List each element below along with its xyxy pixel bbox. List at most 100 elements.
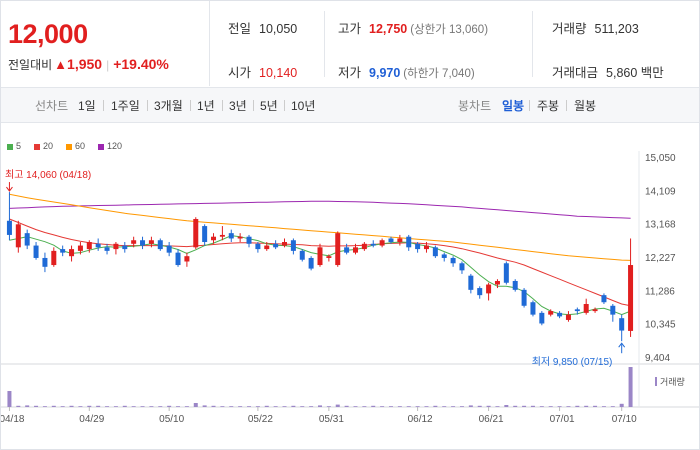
y-tick-label: 12,227 bbox=[645, 253, 676, 264]
legend-swatch bbox=[34, 143, 40, 150]
candle-body bbox=[628, 265, 634, 331]
volume-stat: 거래량 511,203 bbox=[552, 18, 639, 37]
volume-bar bbox=[486, 405, 491, 407]
candle-body bbox=[175, 252, 181, 266]
volume-bar bbox=[380, 406, 385, 407]
y-tick-label: 11,286 bbox=[645, 286, 675, 297]
volume-bar bbox=[539, 406, 544, 407]
amount-stat: 거래대금 5,860 백만 bbox=[552, 62, 664, 81]
volume-bar bbox=[255, 406, 260, 407]
high-annotation: 최고 14,060 (04/18) bbox=[5, 169, 91, 181]
chart-toolbar: 선차트 1일 1주일 3개월 1년 3년 5년 10년 봉차트 일봉 주봉 월봉 bbox=[1, 87, 699, 123]
candle-body bbox=[86, 242, 92, 250]
x-tick-label: 04/29 bbox=[79, 414, 104, 425]
candle-body bbox=[415, 243, 421, 250]
period-10y-tab[interactable]: 10년 bbox=[291, 99, 316, 113]
volume-bar bbox=[593, 405, 598, 407]
change-value: 1,950 bbox=[67, 56, 103, 72]
stat-value: 511,203 bbox=[594, 22, 639, 36]
candle-body bbox=[450, 257, 456, 264]
candle-body bbox=[459, 263, 465, 271]
volume-bar bbox=[530, 405, 535, 407]
candle-body bbox=[441, 254, 447, 258]
volume-bar bbox=[468, 405, 473, 407]
candle-daily-tab[interactable]: 일봉 bbox=[502, 99, 525, 113]
volume-bar bbox=[291, 405, 296, 407]
volume-bar bbox=[78, 406, 83, 407]
line-chart-label: 선차트 bbox=[35, 99, 69, 113]
legend-label: 5 bbox=[16, 141, 22, 151]
legend-label: 60 bbox=[75, 141, 86, 151]
candle-body bbox=[539, 312, 545, 324]
volume-bar bbox=[149, 406, 154, 407]
candle-body bbox=[557, 312, 563, 317]
divider bbox=[529, 100, 530, 111]
divider bbox=[103, 100, 104, 111]
volume-bar bbox=[459, 406, 464, 407]
volume-bar bbox=[353, 406, 358, 407]
period-1w-tab[interactable]: 1주일 bbox=[111, 99, 140, 113]
period-1y-tab[interactable]: 1년 bbox=[197, 99, 215, 113]
candle-body bbox=[202, 226, 208, 243]
low-annotation: 최저 9,850 (07/15) bbox=[532, 356, 613, 368]
stat-value: 12,750 bbox=[369, 22, 408, 36]
ma60-line bbox=[9, 193, 631, 261]
stat-label: 고가 bbox=[338, 22, 362, 36]
candle-body bbox=[326, 256, 332, 258]
period-1d-tab[interactable]: 1일 bbox=[78, 99, 96, 113]
candle-body bbox=[211, 236, 217, 241]
volume-bar bbox=[344, 405, 349, 407]
volume-bar bbox=[619, 403, 624, 407]
candle-body bbox=[565, 314, 571, 320]
divider bbox=[222, 100, 223, 111]
x-tick-label: 06/12 bbox=[408, 414, 433, 425]
candle-chart-label: 봉차트 bbox=[458, 99, 492, 113]
volume-bar bbox=[406, 406, 411, 407]
candle-body bbox=[530, 302, 536, 315]
candle-body bbox=[477, 288, 483, 296]
high-stat: 고가 12,750 (상한가 13,060) bbox=[338, 18, 488, 37]
current-price: 12,000 bbox=[8, 19, 88, 49]
volume-bar bbox=[548, 406, 553, 407]
period-3m-tab[interactable]: 3개월 bbox=[154, 99, 183, 113]
period-3y-tab[interactable]: 3년 bbox=[229, 99, 247, 113]
upper-limit: (상한가 13,060) bbox=[410, 24, 489, 36]
candle-body bbox=[51, 250, 57, 266]
divider bbox=[532, 11, 533, 77]
candle-body bbox=[344, 247, 350, 253]
volume-bar bbox=[495, 406, 500, 407]
volume-bar bbox=[42, 406, 47, 407]
y-tick-label: 9,404 bbox=[645, 353, 670, 364]
legend-label: 20 bbox=[43, 141, 54, 151]
candle-body bbox=[521, 289, 527, 306]
volume-bar bbox=[202, 405, 207, 407]
volume-bar bbox=[318, 405, 322, 407]
divider bbox=[190, 100, 191, 111]
volume-bar bbox=[575, 405, 580, 407]
candle-weekly-tab[interactable]: 주봉 bbox=[537, 99, 560, 113]
volume-bar bbox=[504, 405, 509, 407]
x-tick-label: 05/10 bbox=[159, 414, 184, 425]
volume-bar bbox=[566, 406, 571, 407]
volume-bar bbox=[167, 405, 172, 407]
volume-bar bbox=[25, 405, 30, 407]
volume-bar bbox=[113, 406, 118, 407]
candle-body bbox=[317, 247, 323, 266]
volume-bar bbox=[51, 405, 56, 407]
candle-body bbox=[494, 280, 500, 285]
divider: | bbox=[106, 58, 110, 72]
candle-body bbox=[406, 236, 412, 248]
candle-body bbox=[6, 220, 12, 235]
volume-bar bbox=[557, 406, 562, 407]
candle-body bbox=[273, 243, 279, 248]
candle-body bbox=[255, 243, 261, 250]
candle-body bbox=[503, 263, 509, 283]
candle-body bbox=[352, 247, 358, 253]
period-5y-tab[interactable]: 5년 bbox=[260, 99, 278, 113]
candle-body bbox=[619, 318, 625, 331]
candle-monthly-tab[interactable]: 월봉 bbox=[574, 99, 597, 113]
high-annotation-arrowhead bbox=[6, 186, 13, 192]
volume-bar bbox=[477, 405, 482, 407]
volume-bar bbox=[229, 406, 234, 407]
